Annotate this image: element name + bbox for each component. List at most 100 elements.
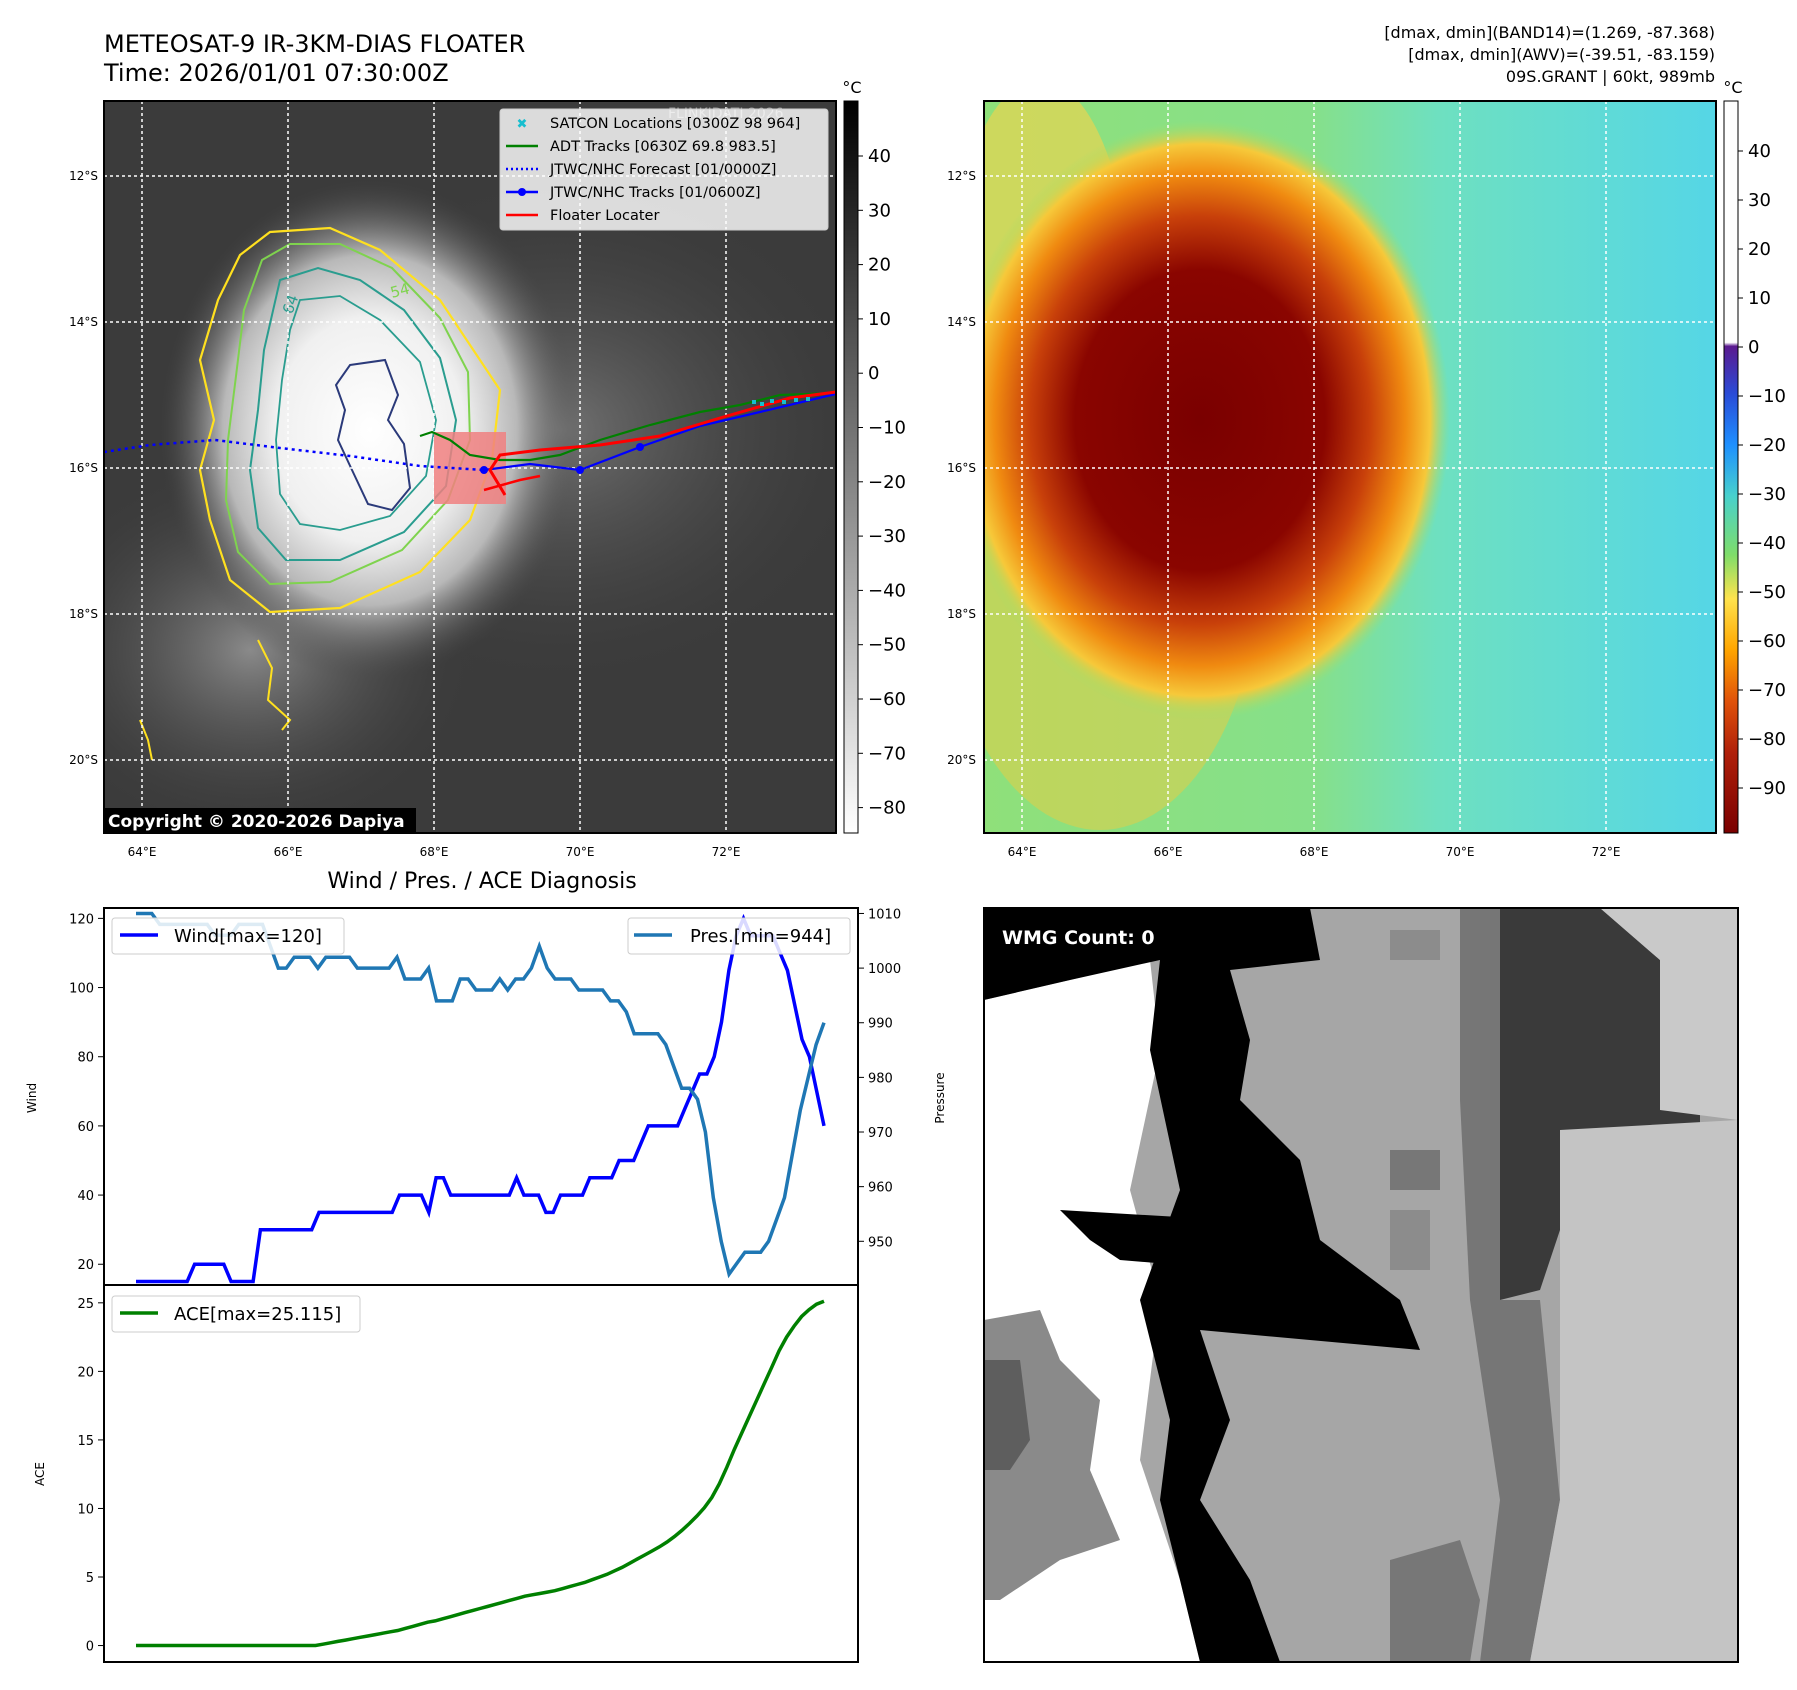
wind-axis: 20 40 60 80 100 120 [69, 912, 104, 1273]
ir-cbar-tick-label: 20 [868, 255, 891, 276]
awv-cbar-tick-label: −50 [1748, 582, 1786, 603]
ir-map: 64 54 [69, 78, 906, 859]
ace-frame [103, 1284, 859, 1663]
contour-label-54: 54 [388, 280, 411, 302]
ir-cbar-tick-label: 30 [868, 200, 891, 221]
contour-yellow-fragment [257, 639, 292, 731]
wind-axis-label: Wind [25, 1083, 39, 1113]
ace-tick-label: 0 [86, 1640, 94, 1655]
awv-cbar-tick-label: −40 [1748, 533, 1786, 554]
wmg-darkgray-region [984, 1360, 1030, 1470]
pressure-legend-box [627, 917, 851, 955]
ir-lon-label: 64°E [128, 845, 157, 859]
pressure-tick-label: 1000 [868, 962, 901, 977]
wmg-black-band [984, 908, 1420, 1662]
ir-cbar-tick-label: 0 [868, 363, 879, 384]
contour-navy [334, 358, 412, 512]
ace-tick-label: 20 [77, 1365, 94, 1380]
awv-cbar-tick-label: −80 [1748, 729, 1786, 750]
ir-cbar-tick-label: −20 [868, 472, 906, 493]
legend-adt: ADT Tracks [0630Z 69.8 983.5] [550, 139, 776, 155]
ace-tick-label: 25 [77, 1297, 94, 1312]
ir-lon-label: 66°E [274, 845, 303, 859]
figure-title: METEOSAT-9 IR-3KM-DIAS FLOATER [104, 30, 525, 58]
ir-lat-label: 14°S [69, 315, 98, 329]
pressure-tick-label: 950 [868, 1235, 893, 1250]
ir-lon-label: 70°E [566, 845, 595, 859]
wmg-patch [1390, 1210, 1430, 1270]
ace-legend-label: ACE[max=25.115] [174, 1304, 341, 1325]
ace-axis: 0 5 10 15 20 25 [77, 1297, 104, 1655]
ir-lon-label: 68°E [420, 845, 449, 859]
awv-cbar-tick-label: 0 [1748, 337, 1759, 358]
wind-tick-label: 100 [69, 982, 94, 997]
wmg-label-box [994, 920, 1172, 954]
awv-storm [984, 120, 1450, 720]
contour-yellow [198, 226, 502, 614]
legend-jtwc-marker [518, 188, 526, 196]
ir-cbar-tick-label: 40 [868, 146, 891, 167]
ace-chart: 0 5 10 15 20 25 ACE ACE[max=25.115] [33, 1284, 859, 1663]
awv-lat-label: 20°S [947, 753, 976, 767]
wmg-gray-column [1460, 908, 1560, 1662]
wind-series-line [136, 913, 826, 1284]
ir-cloud [160, 180, 580, 680]
wind-tick-label: 20 [77, 1258, 94, 1273]
ir-colorbar-unit: °C [842, 78, 861, 97]
legend-forecast: JTWC/NHC Forecast [01/0000Z] [549, 162, 776, 178]
wmg-dark-column [1500, 908, 1700, 1300]
pressure-legend-label: Pres.[min=944] [690, 926, 831, 947]
ace-tick-label: 15 [77, 1434, 94, 1449]
awv-lat-label: 12°S [947, 169, 976, 183]
ir-lat-label: 16°S [69, 461, 98, 475]
ir-cbar-tick-label: −60 [868, 689, 906, 710]
wmg-panel: WMG Count: 0 [983, 907, 1739, 1663]
wmg-lightgray-region [1530, 1120, 1738, 1662]
pressure-tick-label: 970 [868, 1126, 893, 1141]
awv-lon-label: 68°E [1300, 845, 1329, 859]
legend-satcon: SATCON Locations [0300Z 98 964] [550, 116, 800, 132]
awv-map: 12°S 14°S 16°S 18°S 20°S 64°E 66°E 68°E … [947, 78, 1786, 859]
ir-lon-label: 72°E [712, 845, 741, 859]
wmg-patch [1390, 1150, 1440, 1190]
copyright-text: Copyright © 2020-2026 Dapiya [108, 812, 405, 832]
figure-time: Time: 2026/01/01 07:30:00Z [103, 59, 449, 87]
ir-map-frame [103, 100, 837, 834]
awv-lon-labels: 64°E 66°E 68°E 70°E 72°E [1008, 845, 1621, 859]
ace-axis-label: ACE [33, 1462, 47, 1486]
wind-tick-label: 80 [77, 1051, 94, 1066]
pressure-axis-label: Pressure [933, 1072, 947, 1123]
awv-gridlines [984, 101, 1716, 833]
ir-lat-labels: 12°S 14°S 16°S 18°S 20°S [69, 169, 98, 767]
ir-cbar-tick-label: −10 [868, 418, 906, 439]
satcon-points [752, 397, 810, 406]
awv-lat-label: 18°S [947, 607, 976, 621]
wind-tick-label: 120 [69, 912, 94, 927]
legend-box [499, 108, 829, 231]
floater-track [488, 390, 836, 496]
awv-cbar-tick-label: 30 [1748, 190, 1771, 211]
awv-colorbar [1723, 100, 1739, 834]
wind-pres-chart: 20 40 60 80 100 120 950 960 970 980 990 1000 1010 W… [25, 907, 947, 1286]
awv-lon-label: 66°E [1154, 845, 1183, 859]
legend-satcon-marker: ✖ [517, 117, 528, 132]
awv-lat-label: 16°S [947, 461, 976, 475]
info-band14: [dmax, dmin](BAND14)=(1.269, -87.368) [1384, 23, 1715, 42]
ir-lon-labels: 64°E 66°E 68°E 70°E 72°E [128, 845, 741, 859]
wind-pres-frame [103, 907, 859, 1286]
awv-colorbar-ticks: 40 30 20 10 0 −10 −20 −30 −40 −50 −60 −70 −80 −90 [1738, 141, 1786, 799]
info-awv: [dmax, dmin](AWV)=(-39.51, -83.159) [1408, 45, 1715, 64]
wmg-count-label: WMG Count: 0 [1002, 927, 1155, 949]
ir-cbar-tick-label: −30 [868, 526, 906, 547]
ir-legend: FLINKIDATI 2026 ✖ SATCON Locations [0300… [499, 106, 829, 231]
awv-cbar-tick-label: −60 [1748, 631, 1786, 652]
awv-cbar-tick-label: 20 [1748, 239, 1771, 260]
contour-teal-inner [275, 295, 437, 531]
diagnosis-title: Wind / Pres. / ACE Diagnosis [327, 869, 636, 894]
ace-legend-box [111, 1295, 361, 1333]
jtwc-point [480, 466, 488, 474]
copyright-box [104, 808, 416, 833]
wind-tick-label: 40 [77, 1189, 94, 1204]
awv-lat-label: 14°S [947, 315, 976, 329]
ace-tick-label: 10 [77, 1502, 94, 1517]
